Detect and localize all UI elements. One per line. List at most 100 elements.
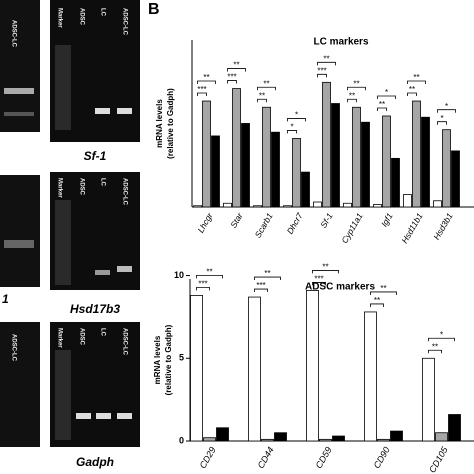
significance-label: *** bbox=[198, 280, 207, 289]
lane-label: ADSC-LC bbox=[121, 328, 127, 356]
bar bbox=[202, 100, 211, 208]
lane-label: ADSC bbox=[78, 178, 84, 196]
x-tick-label: Scarb1 bbox=[253, 211, 275, 240]
significance-bracket bbox=[437, 121, 447, 125]
significance-bracket bbox=[287, 118, 306, 122]
bar bbox=[306, 290, 319, 442]
significance-label: ** bbox=[379, 100, 385, 109]
significance-bracket bbox=[317, 61, 336, 66]
significance-bracket bbox=[197, 80, 216, 85]
lane-label: ADSC-LC bbox=[121, 178, 127, 206]
significance-label: ** bbox=[380, 284, 386, 293]
bar bbox=[433, 200, 442, 208]
x-tick-label: Star bbox=[228, 210, 245, 230]
bar bbox=[442, 129, 451, 208]
y-axis-label: mRNA levels bbox=[153, 335, 162, 384]
gel bbox=[0, 175, 40, 287]
bar bbox=[412, 100, 421, 208]
significance-label: *** bbox=[314, 275, 323, 284]
gel-band bbox=[117, 108, 132, 114]
bar bbox=[343, 202, 352, 208]
significance-label: ** bbox=[432, 342, 438, 351]
lane-label: ADSC-LC bbox=[10, 20, 16, 48]
bar bbox=[382, 115, 391, 208]
bar bbox=[421, 116, 430, 208]
significance-bracket bbox=[254, 276, 281, 281]
significance-bracket bbox=[428, 349, 442, 354]
y-axis-label: (relative to Gadph) bbox=[166, 88, 175, 159]
gel-band bbox=[95, 270, 110, 275]
significance-label: *** bbox=[197, 85, 206, 94]
gel-band bbox=[95, 108, 110, 114]
y-tick-label: 5 bbox=[179, 353, 184, 363]
significance-label: * bbox=[295, 111, 298, 120]
x-tick-label: Hsd11b1 bbox=[399, 211, 424, 245]
bar bbox=[248, 296, 261, 442]
bar bbox=[319, 438, 332, 442]
significance-bracket bbox=[377, 107, 387, 111]
gel-band bbox=[117, 266, 132, 272]
gel-band bbox=[96, 413, 111, 419]
significance-label: ** bbox=[263, 79, 269, 88]
significance-bracket bbox=[347, 98, 357, 103]
bar bbox=[190, 294, 203, 442]
bar bbox=[301, 171, 310, 208]
significance-label: ** bbox=[349, 91, 355, 100]
gel bbox=[0, 322, 40, 447]
bar bbox=[223, 202, 232, 208]
bar bbox=[322, 81, 331, 208]
bar bbox=[364, 311, 377, 442]
lane-label: Marker bbox=[56, 178, 62, 198]
chart-title: ADSC markers bbox=[305, 282, 375, 293]
bar bbox=[232, 88, 241, 208]
significance-bracket bbox=[287, 130, 297, 134]
significance-bracket bbox=[196, 275, 223, 279]
bar bbox=[203, 437, 216, 442]
significance-bracket bbox=[428, 337, 455, 342]
lane-label: Marker bbox=[56, 328, 62, 348]
lane-label: ADSC-LC bbox=[10, 334, 16, 362]
significance-bracket bbox=[407, 92, 417, 97]
x-tick-label: CD105 bbox=[427, 444, 450, 474]
significance-bracket bbox=[257, 98, 267, 103]
gel-label: Sf-1 bbox=[84, 149, 107, 163]
bar bbox=[331, 103, 340, 208]
x-tick-label: CD44 bbox=[256, 445, 276, 470]
x-tick-label: Cyp11a1 bbox=[339, 211, 364, 245]
gel-band bbox=[4, 88, 34, 94]
significance-label: ** bbox=[203, 73, 209, 82]
x-tick-label: Igf1 bbox=[379, 211, 395, 229]
gel-label: Hsd17b3 bbox=[70, 302, 120, 316]
chart-title: LC markers bbox=[313, 37, 368, 48]
significance-bracket bbox=[257, 86, 276, 91]
significance-bracket bbox=[227, 68, 246, 72]
significance-bracket bbox=[254, 288, 268, 293]
y-axis-label: (relative to Gadph) bbox=[164, 324, 173, 395]
bar bbox=[361, 121, 370, 208]
significance-label: ** bbox=[413, 73, 419, 82]
significance-bracket bbox=[370, 303, 384, 307]
lane-label: LC bbox=[99, 328, 105, 337]
gel-label: 1 bbox=[2, 292, 9, 306]
x-tick-label: CD90 bbox=[372, 445, 392, 470]
lane-label: ADSC bbox=[78, 8, 84, 26]
bar bbox=[448, 414, 461, 442]
significance-label: ** bbox=[206, 268, 212, 277]
bar bbox=[403, 194, 412, 208]
bar bbox=[435, 432, 448, 442]
significance-label: * bbox=[440, 330, 443, 339]
bar bbox=[262, 106, 271, 208]
significance-label: ** bbox=[323, 54, 329, 63]
bar bbox=[271, 131, 280, 208]
significance-bracket bbox=[377, 95, 396, 99]
bar bbox=[292, 138, 301, 208]
gel-label: Gadph bbox=[76, 455, 114, 469]
lane-label: Marker bbox=[56, 8, 62, 28]
bar bbox=[253, 205, 262, 208]
x-tick-label: Lhcgr bbox=[195, 210, 215, 234]
x-tick-label: CD29 bbox=[198, 445, 218, 470]
x-tick-label: Hsd3b1 bbox=[431, 211, 454, 242]
bar bbox=[377, 438, 390, 442]
significance-bracket bbox=[227, 80, 237, 84]
